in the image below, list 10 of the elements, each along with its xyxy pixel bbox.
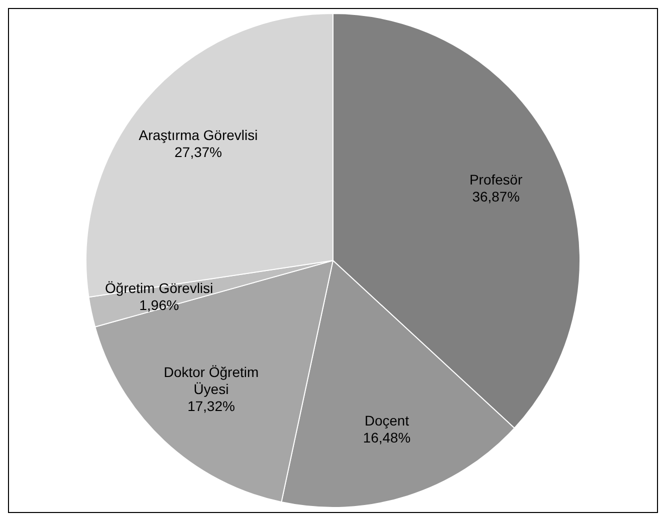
slice-label: Profesör — [469, 172, 523, 188]
slice-label: Doçent — [364, 412, 410, 428]
slice-label: Araştırma Görevlisi — [138, 126, 258, 143]
data-label: 27,37% — [174, 144, 222, 160]
data-label: 1,96% — [139, 297, 179, 314]
data-label: 16,48% — [363, 429, 411, 446]
data-label: 36,87% — [472, 188, 520, 205]
data-label: 17,32% — [187, 398, 235, 414]
slice-label: Doktor Öğretim Üyesi — [164, 364, 259, 397]
slice-label: Öğretim Görevlisi — [105, 280, 214, 296]
